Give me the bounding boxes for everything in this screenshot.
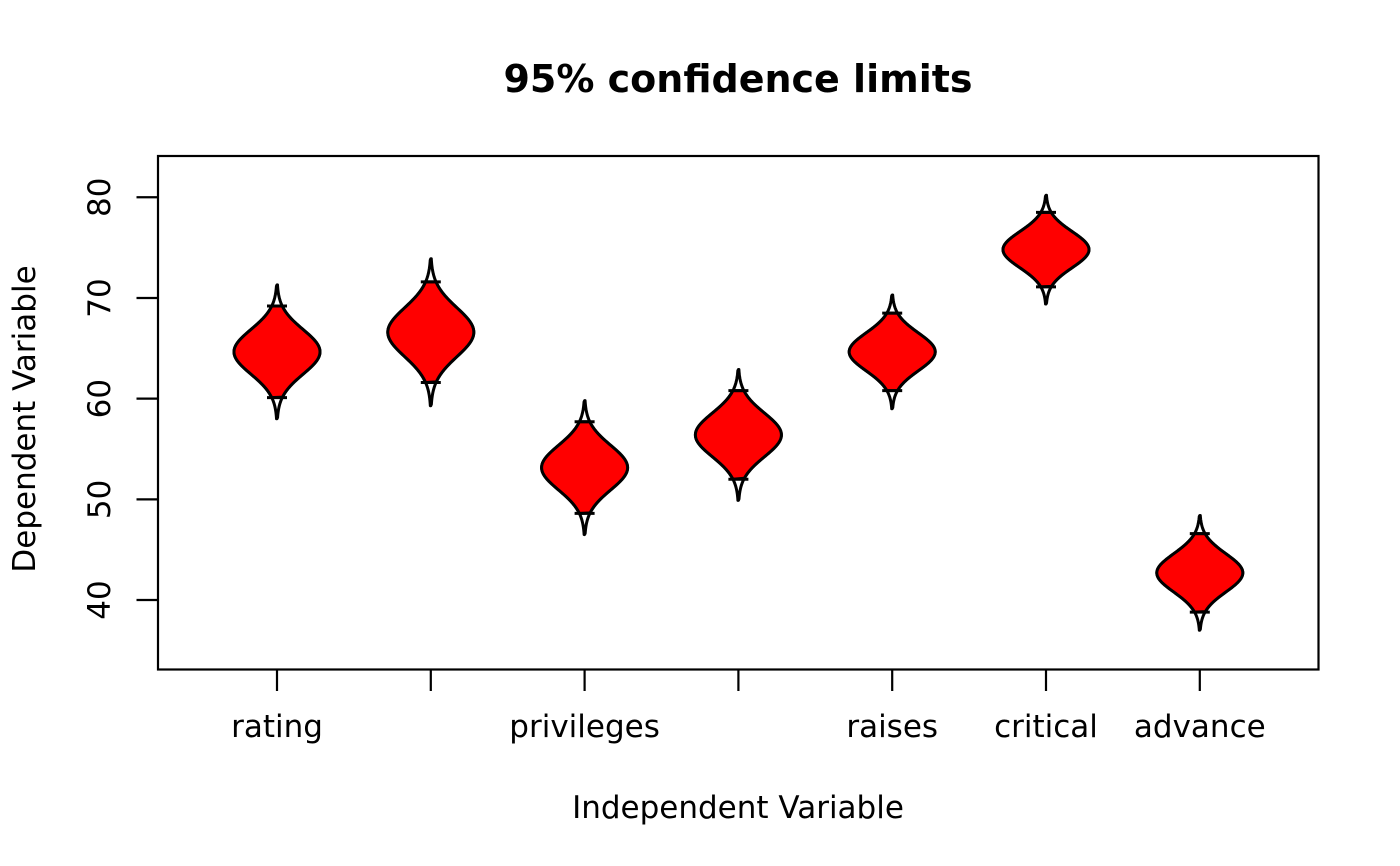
y-axis-title: Dependent Variable <box>7 265 43 572</box>
violin-body-critical <box>1001 210 1091 289</box>
x-axis-title: Independent Variable <box>572 790 904 826</box>
violin-body-raises <box>847 311 937 393</box>
x-tick-label: raises <box>846 709 938 745</box>
violin-body-advance <box>1155 532 1245 614</box>
chart-title: 95% confidence limits <box>503 57 972 101</box>
x-tick-label: advance <box>1134 709 1266 745</box>
violin-body-privileges <box>540 420 630 515</box>
x-tick-label: rating <box>231 709 323 745</box>
violin-body-x4 <box>693 389 783 481</box>
y-tick-label: 40 <box>82 580 118 619</box>
violin-body-x2 <box>386 280 476 385</box>
x-tick-label: critical <box>994 709 1098 745</box>
y-tick-label: 70 <box>82 278 118 317</box>
violin-body-rating <box>232 304 322 400</box>
y-tick-label: 60 <box>82 379 118 418</box>
y-tick-label: 50 <box>82 480 118 519</box>
y-tick-label: 80 <box>82 178 118 217</box>
plot-content: 40 50 60 70 80 rating privileges raises critical… <box>82 178 1266 745</box>
x-tick-label: privileges <box>509 709 660 745</box>
